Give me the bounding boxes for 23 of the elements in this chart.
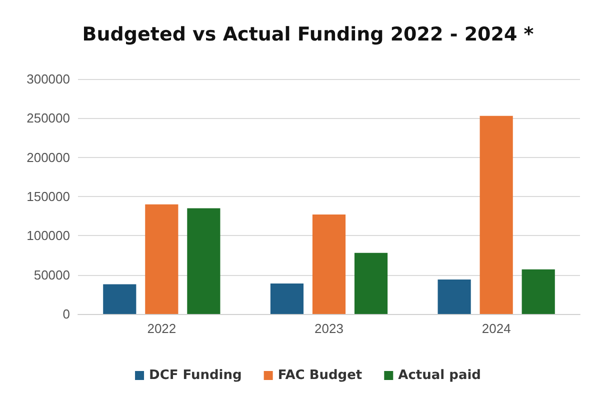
y-tick-label: 50000 — [34, 267, 70, 282]
bar — [354, 252, 388, 314]
y-tick-label: 150000 — [26, 189, 70, 204]
bar — [103, 284, 136, 314]
y-tick-label: 250000 — [26, 110, 70, 126]
bar — [145, 204, 178, 314]
bar — [312, 214, 346, 314]
bar — [522, 269, 555, 314]
y-tick-label: 0 — [62, 306, 70, 322]
x-tick-label: 2023 — [314, 321, 344, 336]
legend-label: DCF Funding — [149, 368, 242, 383]
y-tick-label: 100000 — [26, 228, 70, 244]
legend-label: FAC Budget — [278, 368, 362, 383]
chart-title: Budgeted vs Actual Funding 2022 - 2024 * — [82, 24, 534, 46]
x-tick-label: 2022 — [147, 321, 176, 336]
bar — [187, 208, 220, 314]
y-tick-label: 300000 — [26, 72, 70, 86]
y-tick-label: 200000 — [26, 150, 70, 165]
legend-label: Actual paid — [398, 368, 481, 383]
bar — [270, 283, 304, 314]
bar — [480, 116, 513, 314]
bar — [438, 280, 471, 314]
x-tick-label: 2024 — [482, 321, 511, 336]
